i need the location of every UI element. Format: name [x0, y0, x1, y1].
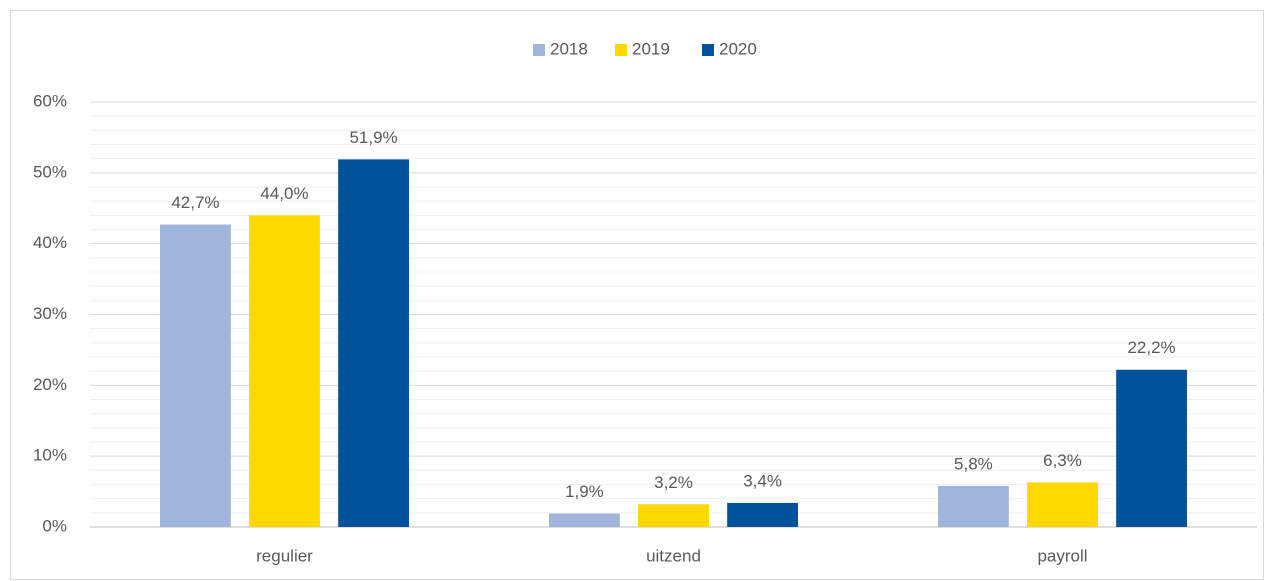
data-label: 3,4%	[743, 471, 782, 490]
legend-swatch[interactable]	[615, 44, 627, 56]
data-label: 51,9%	[349, 128, 397, 147]
bar	[549, 513, 620, 527]
data-label: 6,3%	[1043, 451, 1082, 470]
x-tick-label: uitzend	[646, 546, 701, 565]
data-label: 1,9%	[565, 482, 604, 501]
y-tick-label: 30%	[33, 304, 67, 323]
data-label: 42,7%	[171, 193, 219, 212]
bar	[638, 504, 709, 527]
bar	[727, 502, 798, 527]
bar	[249, 215, 320, 528]
y-tick-label: 40%	[33, 233, 67, 252]
data-label: 3,2%	[654, 473, 693, 492]
bar	[160, 224, 231, 527]
x-tick-label: payroll	[1037, 546, 1087, 565]
data-label: 5,8%	[954, 454, 993, 473]
legend-label[interactable]: 2020	[719, 39, 757, 58]
bar	[938, 485, 1009, 527]
data-label: 44,0%	[260, 184, 308, 203]
y-tick-label: 20%	[33, 375, 67, 394]
bar	[1116, 369, 1187, 527]
legend-label[interactable]: 2018	[550, 39, 588, 58]
y-tick-label: 0%	[42, 516, 67, 535]
bar	[338, 159, 409, 527]
x-tick-label: regulier	[256, 546, 313, 565]
legend-swatch[interactable]	[702, 44, 714, 56]
legend-swatch[interactable]	[533, 44, 545, 56]
legend-label[interactable]: 2019	[632, 39, 670, 58]
y-tick-label: 50%	[33, 162, 67, 181]
y-tick-label: 60%	[33, 91, 67, 110]
bar	[1027, 482, 1098, 527]
y-tick-label: 10%	[33, 446, 67, 465]
data-label: 22,2%	[1127, 338, 1175, 357]
